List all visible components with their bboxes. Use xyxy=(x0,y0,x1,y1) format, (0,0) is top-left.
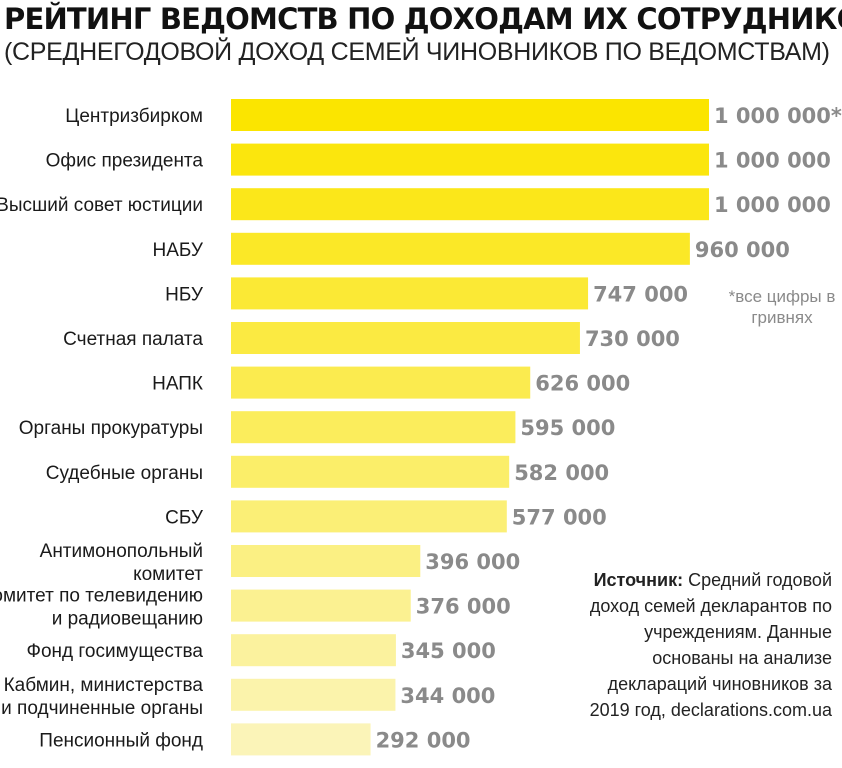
bar xyxy=(231,277,589,310)
bar xyxy=(231,589,411,622)
bar xyxy=(231,366,531,399)
category-label: Кабмин, министерства и подчиненные органы xyxy=(1,675,203,719)
value-label: 595 000 xyxy=(520,416,615,440)
value-label: 577 000 xyxy=(512,505,607,529)
source-note: Источник: Средний годовой доход семей де… xyxy=(566,567,832,723)
value-label: 960 000 xyxy=(695,238,790,262)
bar xyxy=(231,545,421,577)
value-label: 292 000 xyxy=(376,728,471,752)
category-label: Пенсионный фонд xyxy=(39,730,203,751)
value-label: 396 000 xyxy=(425,550,520,574)
source-label: Источник: xyxy=(593,570,684,590)
bar xyxy=(231,455,510,488)
category-label: НАБУ xyxy=(153,240,204,261)
value-label: 747 000 xyxy=(593,282,688,306)
bar xyxy=(231,634,396,667)
category-label: Высший совет юстиции xyxy=(0,195,203,216)
bar xyxy=(231,143,709,176)
category-label: Фонд госимущества xyxy=(27,641,204,662)
category-label: Органы прокуратуры xyxy=(19,418,203,439)
bar xyxy=(231,188,709,221)
value-label: 730 000 xyxy=(585,327,680,351)
category-label: СБУ xyxy=(165,507,204,528)
currency-note: *все цифры в гривнях xyxy=(728,287,836,327)
bar xyxy=(231,232,690,265)
category-label: Антимонопольный комитет xyxy=(40,541,204,585)
category-label: НБУ xyxy=(165,284,204,305)
bar xyxy=(231,723,371,756)
value-label: 344 000 xyxy=(400,684,495,708)
value-label: 376 000 xyxy=(416,595,511,619)
value-label: 1 000 000* xyxy=(714,104,842,128)
value-label: 1 000 000 xyxy=(714,193,831,217)
bar xyxy=(231,678,396,711)
value-label: 345 000 xyxy=(401,639,496,663)
bar xyxy=(231,322,580,354)
chart-title: РЕЙТИНГ ВЕДОМСТВ ПО ДОХОДАМ ИХ СОТРУДНИК… xyxy=(4,2,842,36)
category-label: Счетная палата xyxy=(63,329,203,350)
bar xyxy=(231,99,709,131)
category-label: Центризбирком xyxy=(65,106,203,127)
value-label: 626 000 xyxy=(535,372,630,396)
value-label: 582 000 xyxy=(514,461,609,485)
bar xyxy=(231,411,516,444)
category-label: Судебные органы xyxy=(46,463,203,484)
category-label: НАПК xyxy=(152,374,203,395)
bar xyxy=(231,500,507,533)
chart-subtitle: (СРЕДНЕГОДОВОЙ ДОХОД СЕМЕЙ ЧИНОВНИКОВ ПО… xyxy=(4,38,830,66)
category-label: Офис президента xyxy=(46,151,204,172)
source-text: Средний годовой доход семей декларантов … xyxy=(589,570,832,720)
value-label: 1 000 000 xyxy=(714,149,831,173)
